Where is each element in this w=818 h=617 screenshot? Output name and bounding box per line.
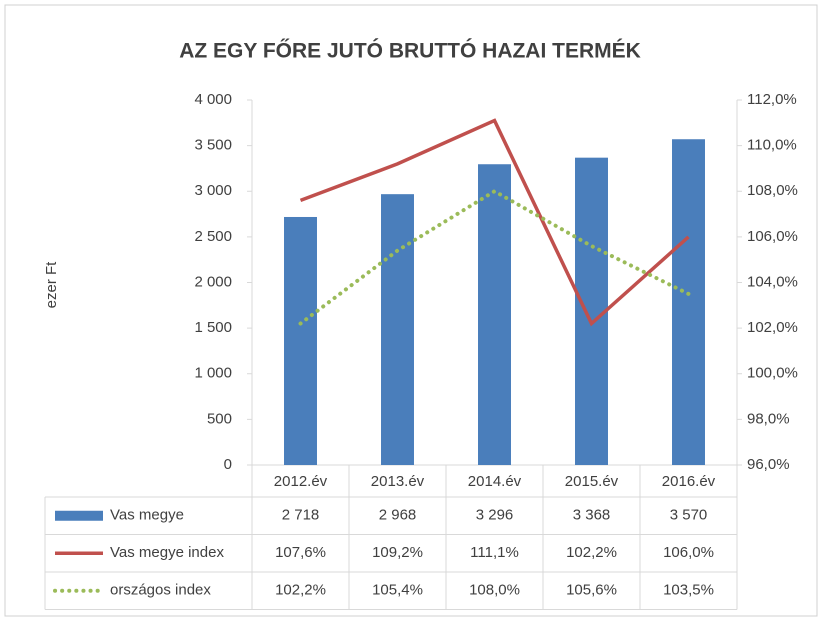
bar xyxy=(478,164,511,466)
y2-tick-label: 110,0% xyxy=(747,137,797,154)
y-tick-label: 2 500 xyxy=(194,228,232,245)
y-tick-label: 4 000 xyxy=(194,91,232,108)
legend-swatch xyxy=(55,510,103,521)
x-tick-label: 2012.év xyxy=(274,473,328,490)
table-value: 103,5% xyxy=(663,582,714,599)
x-tick-label: 2016.év xyxy=(662,473,716,490)
table-value: 105,6% xyxy=(566,582,617,599)
y2-tick-label: 106,0% xyxy=(747,228,798,245)
table-value: 2 718 xyxy=(282,507,320,524)
bar xyxy=(575,157,608,466)
table-value: 3 570 xyxy=(670,507,708,524)
table-value: 107,6% xyxy=(275,544,326,561)
y-tick-label: 3 000 xyxy=(194,182,232,199)
y-axis-label: ezer Ft xyxy=(43,261,60,309)
line-series xyxy=(299,118,690,327)
table-value: 3 368 xyxy=(573,507,611,524)
x-tick-label: 2014.év xyxy=(468,473,522,490)
y-tick-label: 3 500 xyxy=(194,137,232,154)
y-tick-label: 1 000 xyxy=(194,365,232,382)
bar xyxy=(381,194,414,466)
y-tick-label: 0 xyxy=(224,456,232,473)
chart-title: AZ EGY FŐRE JUTÓ BRUTTÓ HAZAI TERMÉK xyxy=(179,39,641,63)
y2-tick-label: 112,0% xyxy=(747,91,797,108)
legend-label: országos index xyxy=(110,582,211,599)
y2-tick-label: 102,0% xyxy=(747,319,798,336)
y2-tick-label: 100,0% xyxy=(747,365,798,382)
y2-tick-label: 98,0% xyxy=(747,410,790,427)
line-series xyxy=(298,188,691,326)
y-tick-label: 1 500 xyxy=(194,319,232,336)
table-value: 2 968 xyxy=(379,507,417,524)
y2-tick-label: 104,0% xyxy=(747,273,798,290)
legend-label: Vas megye xyxy=(110,507,184,524)
y-tick-label: 500 xyxy=(207,410,232,427)
table-value: 111,1% xyxy=(470,544,519,561)
y-tick-label: 2 000 xyxy=(194,273,232,290)
legend-label: Vas megye index xyxy=(110,544,224,561)
y2-tick-label: 108,0% xyxy=(747,182,798,199)
x-tick-label: 2013.év xyxy=(371,473,425,490)
table-value: 102,2% xyxy=(275,582,326,599)
bar xyxy=(284,216,317,465)
y2-tick-label: 96,0% xyxy=(747,456,790,473)
bar xyxy=(672,139,705,466)
table-value: 108,0% xyxy=(469,582,520,599)
table-value: 105,4% xyxy=(372,582,423,599)
table-value: 102,2% xyxy=(566,544,617,561)
table-value: 3 296 xyxy=(476,507,514,524)
table-value: 106,0% xyxy=(663,544,714,561)
x-tick-label: 2015.év xyxy=(565,473,619,490)
table-value: 109,2% xyxy=(372,544,423,561)
